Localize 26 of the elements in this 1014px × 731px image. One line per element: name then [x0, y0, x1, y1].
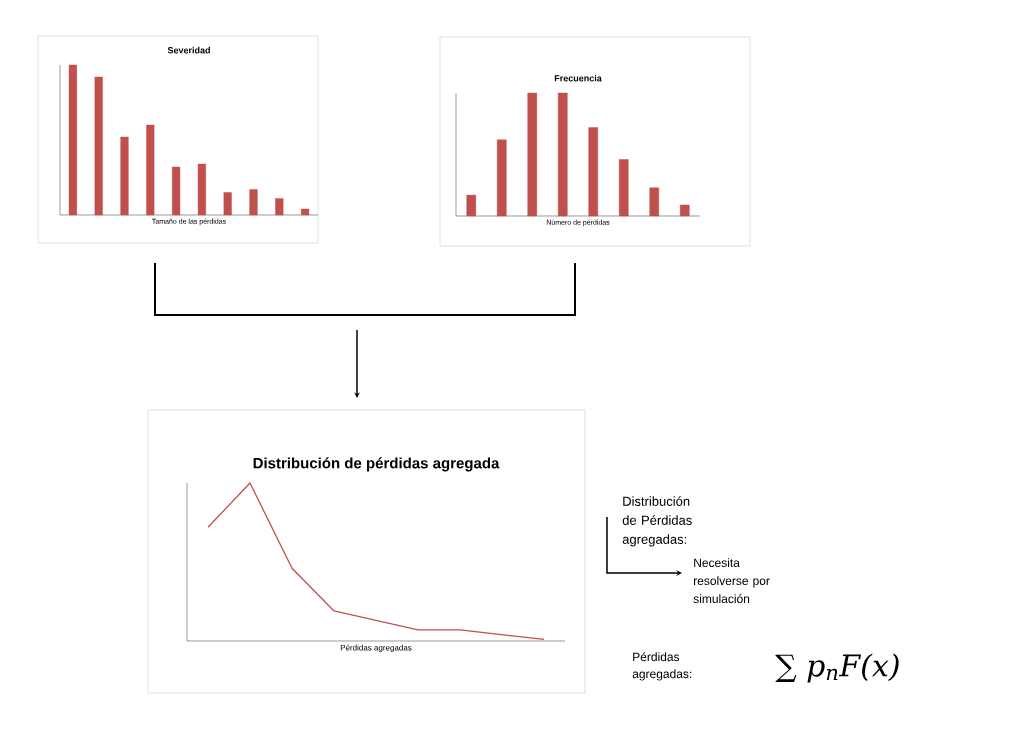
bar: [301, 208, 310, 216]
bar: [94, 76, 103, 216]
text: Pérdidas agregadas:: [632, 652, 692, 681]
chart-title: Distribución de pérdidas agregada: [253, 457, 500, 472]
text: ∑ p$_{n}$F(x): [775, 653, 899, 683]
bar: [275, 198, 284, 216]
bar: [588, 127, 599, 217]
bar: [120, 136, 129, 216]
bar: [557, 92, 568, 217]
bar: [496, 139, 507, 217]
bar: [223, 192, 232, 216]
bar: [466, 194, 477, 217]
bar: [172, 166, 181, 216]
x-axis-title: Pérdidas agregadas: [340, 644, 412, 653]
chart-title: Frecuencia: [554, 74, 602, 82]
text: Necesita resolverse por simulación: [693, 558, 770, 603]
bar: [649, 187, 660, 217]
bar: [68, 64, 77, 216]
chart-title: Severidad: [167, 46, 210, 54]
bar: [527, 92, 538, 217]
bar: [618, 159, 629, 217]
bar: [679, 204, 690, 217]
text: Distribución de Pérdidas agregadas:: [622, 496, 692, 547]
bar: [197, 163, 206, 216]
bar: [249, 189, 258, 216]
bar: [146, 124, 155, 216]
